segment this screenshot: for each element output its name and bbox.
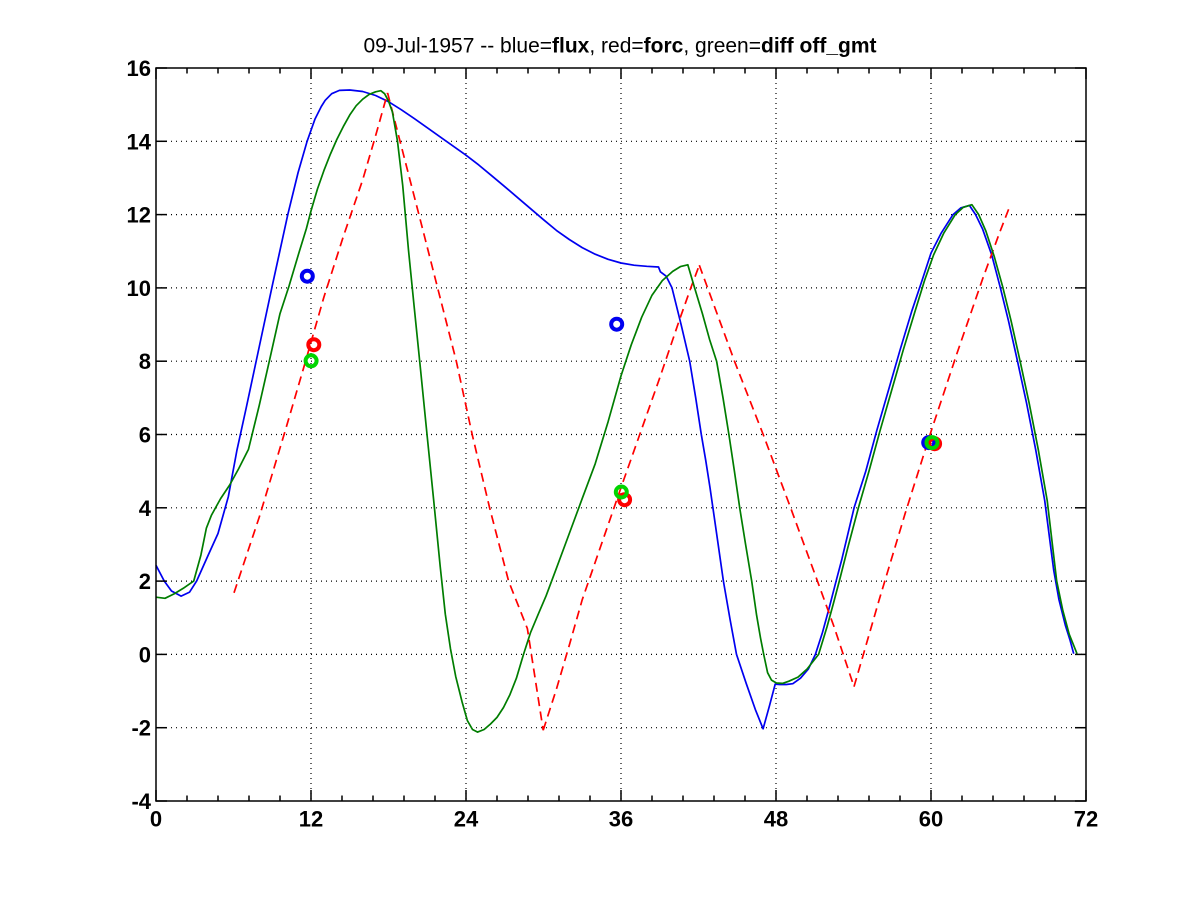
svg-text:10: 10: [127, 276, 151, 301]
svg-text:12: 12: [127, 203, 151, 228]
svg-text:4: 4: [139, 496, 152, 521]
svg-text:12: 12: [299, 807, 323, 832]
svg-text:0: 0: [150, 807, 162, 832]
svg-text:-4: -4: [131, 789, 151, 814]
svg-text:09-Jul-1957 -- blue=flux, red=: 09-Jul-1957 -- blue=flux, red=forc, gree…: [364, 35, 877, 58]
svg-text:60: 60: [919, 807, 943, 832]
svg-text:14: 14: [127, 129, 152, 154]
svg-text:36: 36: [609, 807, 633, 832]
svg-text:24: 24: [454, 807, 479, 832]
svg-text:8: 8: [139, 349, 151, 374]
svg-text:16: 16: [127, 56, 151, 81]
svg-text:0: 0: [139, 642, 151, 667]
svg-text:6: 6: [139, 423, 151, 448]
svg-text:48: 48: [764, 807, 788, 832]
svg-text:72: 72: [1074, 807, 1098, 832]
svg-text:-2: -2: [131, 716, 151, 741]
svg-text:2: 2: [139, 569, 151, 594]
